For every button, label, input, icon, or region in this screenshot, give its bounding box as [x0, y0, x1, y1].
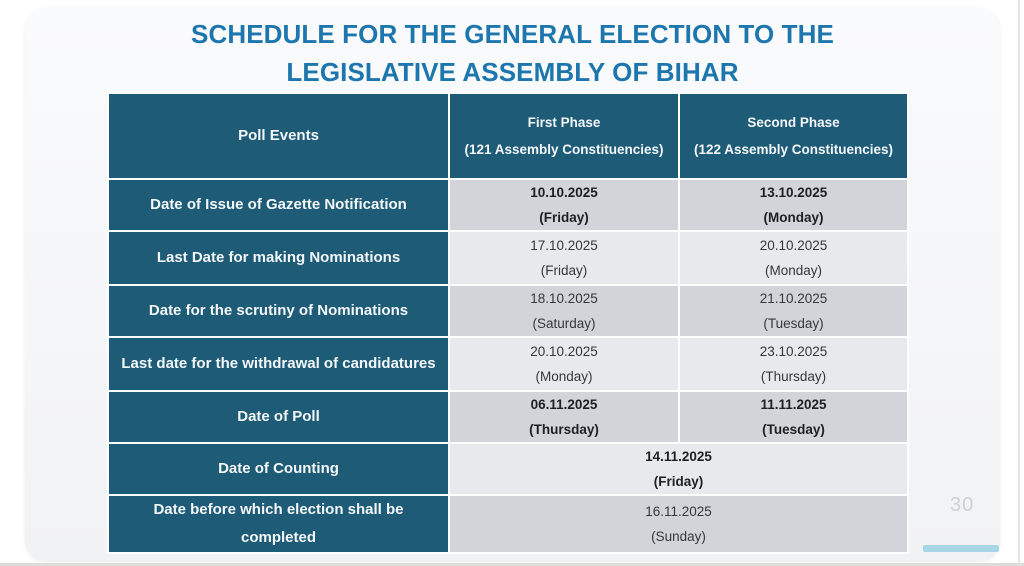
- merged-phase-value: 16.11.2025 (Sunday): [448, 494, 909, 554]
- slide-page-number: 30: [950, 494, 975, 516]
- day-text: (Sunday): [651, 529, 706, 544]
- date-text: 13.10.2025: [759, 185, 828, 200]
- event-label: Last Date for making Nominations: [107, 230, 450, 286]
- merged-phase-value: 14.11.2025 (Friday): [448, 442, 909, 496]
- slide-title-line2: LEGISLATIVE ASSEMBLY OF BIHAR: [286, 57, 739, 87]
- election-schedule-table: Poll Events First Phase (121 Assembly Co…: [107, 92, 909, 554]
- slide-title: SCHEDULE FOR THE GENERAL ELECTION TO THE…: [25, 15, 1000, 91]
- date-text: 17.10.2025: [530, 238, 598, 253]
- header-first-phase: First Phase (121 Assembly Constituencies…: [448, 92, 680, 180]
- day-text: (Monday): [763, 210, 824, 225]
- row-date-of-counting: Date of Counting 14.11.2025 (Friday): [107, 442, 909, 496]
- day-text: (Friday): [653, 474, 704, 489]
- second-phase-value: 23.10.2025 (Thursday): [678, 336, 909, 392]
- first-phase-value: 18.10.2025 (Saturday): [448, 284, 680, 338]
- page-right-edge: [1018, 0, 1020, 566]
- accent-bar-decoration: [923, 545, 999, 552]
- row-date-of-poll: Date of Poll 06.11.2025 (Thursday) 11.11…: [107, 390, 909, 444]
- first-phase-value: 20.10.2025 (Monday): [448, 336, 680, 392]
- day-text: (Monday): [764, 263, 823, 278]
- day-text: (Tuesday): [763, 316, 824, 331]
- date-text: 06.11.2025: [530, 397, 598, 412]
- date-text: 11.11.2025: [760, 397, 827, 412]
- row-scrutiny-nominations: Date for the scrutiny of Nominations 18.…: [107, 284, 909, 338]
- day-text: (Monday): [535, 369, 593, 384]
- day-text: (Saturday): [532, 316, 596, 331]
- row-election-completed: Date before which election shall be comp…: [107, 494, 909, 554]
- date-text: 20.10.2025: [759, 238, 828, 253]
- first-phase-title: First Phase: [527, 115, 601, 130]
- row-making-nominations: Last Date for making Nominations 17.10.2…: [107, 230, 909, 286]
- row-gazette-notification: Date of Issue of Gazette Notification 10…: [107, 178, 909, 232]
- event-label: Date of Counting: [107, 442, 450, 496]
- header-second-phase: Second Phase (122 Assembly Constituencie…: [678, 92, 909, 180]
- day-text: (Thursday): [529, 422, 599, 437]
- date-text: 10.10.2025: [530, 185, 598, 200]
- date-text: 16.11.2025: [645, 504, 712, 519]
- first-phase-subtitle: (121 Assembly Constituencies): [464, 142, 664, 157]
- date-text: 18.10.2025: [530, 291, 598, 306]
- date-text: 20.10.2025: [530, 344, 598, 359]
- header-poll-events: Poll Events: [107, 92, 450, 180]
- second-phase-value: 21.10.2025 (Tuesday): [678, 284, 909, 338]
- date-text: 23.10.2025: [759, 344, 828, 359]
- table-header-row: Poll Events First Phase (121 Assembly Co…: [107, 92, 909, 180]
- second-phase-value: 13.10.2025 (Monday): [678, 178, 909, 232]
- first-phase-value: 10.10.2025 (Friday): [448, 178, 680, 232]
- day-text: (Tuesday): [762, 422, 825, 437]
- first-phase-value: 17.10.2025 (Friday): [448, 230, 680, 286]
- event-label: Last date for the withdrawal of candidat…: [107, 336, 450, 392]
- date-text: 14.11.2025: [645, 449, 712, 464]
- slide-title-line1: SCHEDULE FOR THE GENERAL ELECTION TO THE: [191, 19, 834, 49]
- date-text: 21.10.2025: [759, 291, 828, 306]
- day-text: (Friday): [539, 210, 589, 225]
- event-label: Date before which election shall be comp…: [107, 494, 450, 554]
- event-label: Date of Issue of Gazette Notification: [107, 178, 450, 232]
- second-phase-title: Second Phase: [747, 115, 840, 130]
- second-phase-subtitle: (122 Assembly Constituencies): [693, 142, 894, 157]
- second-phase-value: 20.10.2025 (Monday): [678, 230, 909, 286]
- event-label: Date of Poll: [107, 390, 450, 444]
- page-bottom-edge: [0, 563, 1024, 566]
- row-withdrawal-candidatures: Last date for the withdrawal of candidat…: [107, 336, 909, 392]
- day-text: (Friday): [540, 263, 588, 278]
- first-phase-value: 06.11.2025 (Thursday): [448, 390, 680, 444]
- slide-card: SCHEDULE FOR THE GENERAL ELECTION TO THE…: [25, 8, 1000, 562]
- day-text: (Thursday): [760, 369, 827, 384]
- event-label: Date for the scrutiny of Nominations: [107, 284, 450, 338]
- second-phase-value: 11.11.2025 (Tuesday): [678, 390, 909, 444]
